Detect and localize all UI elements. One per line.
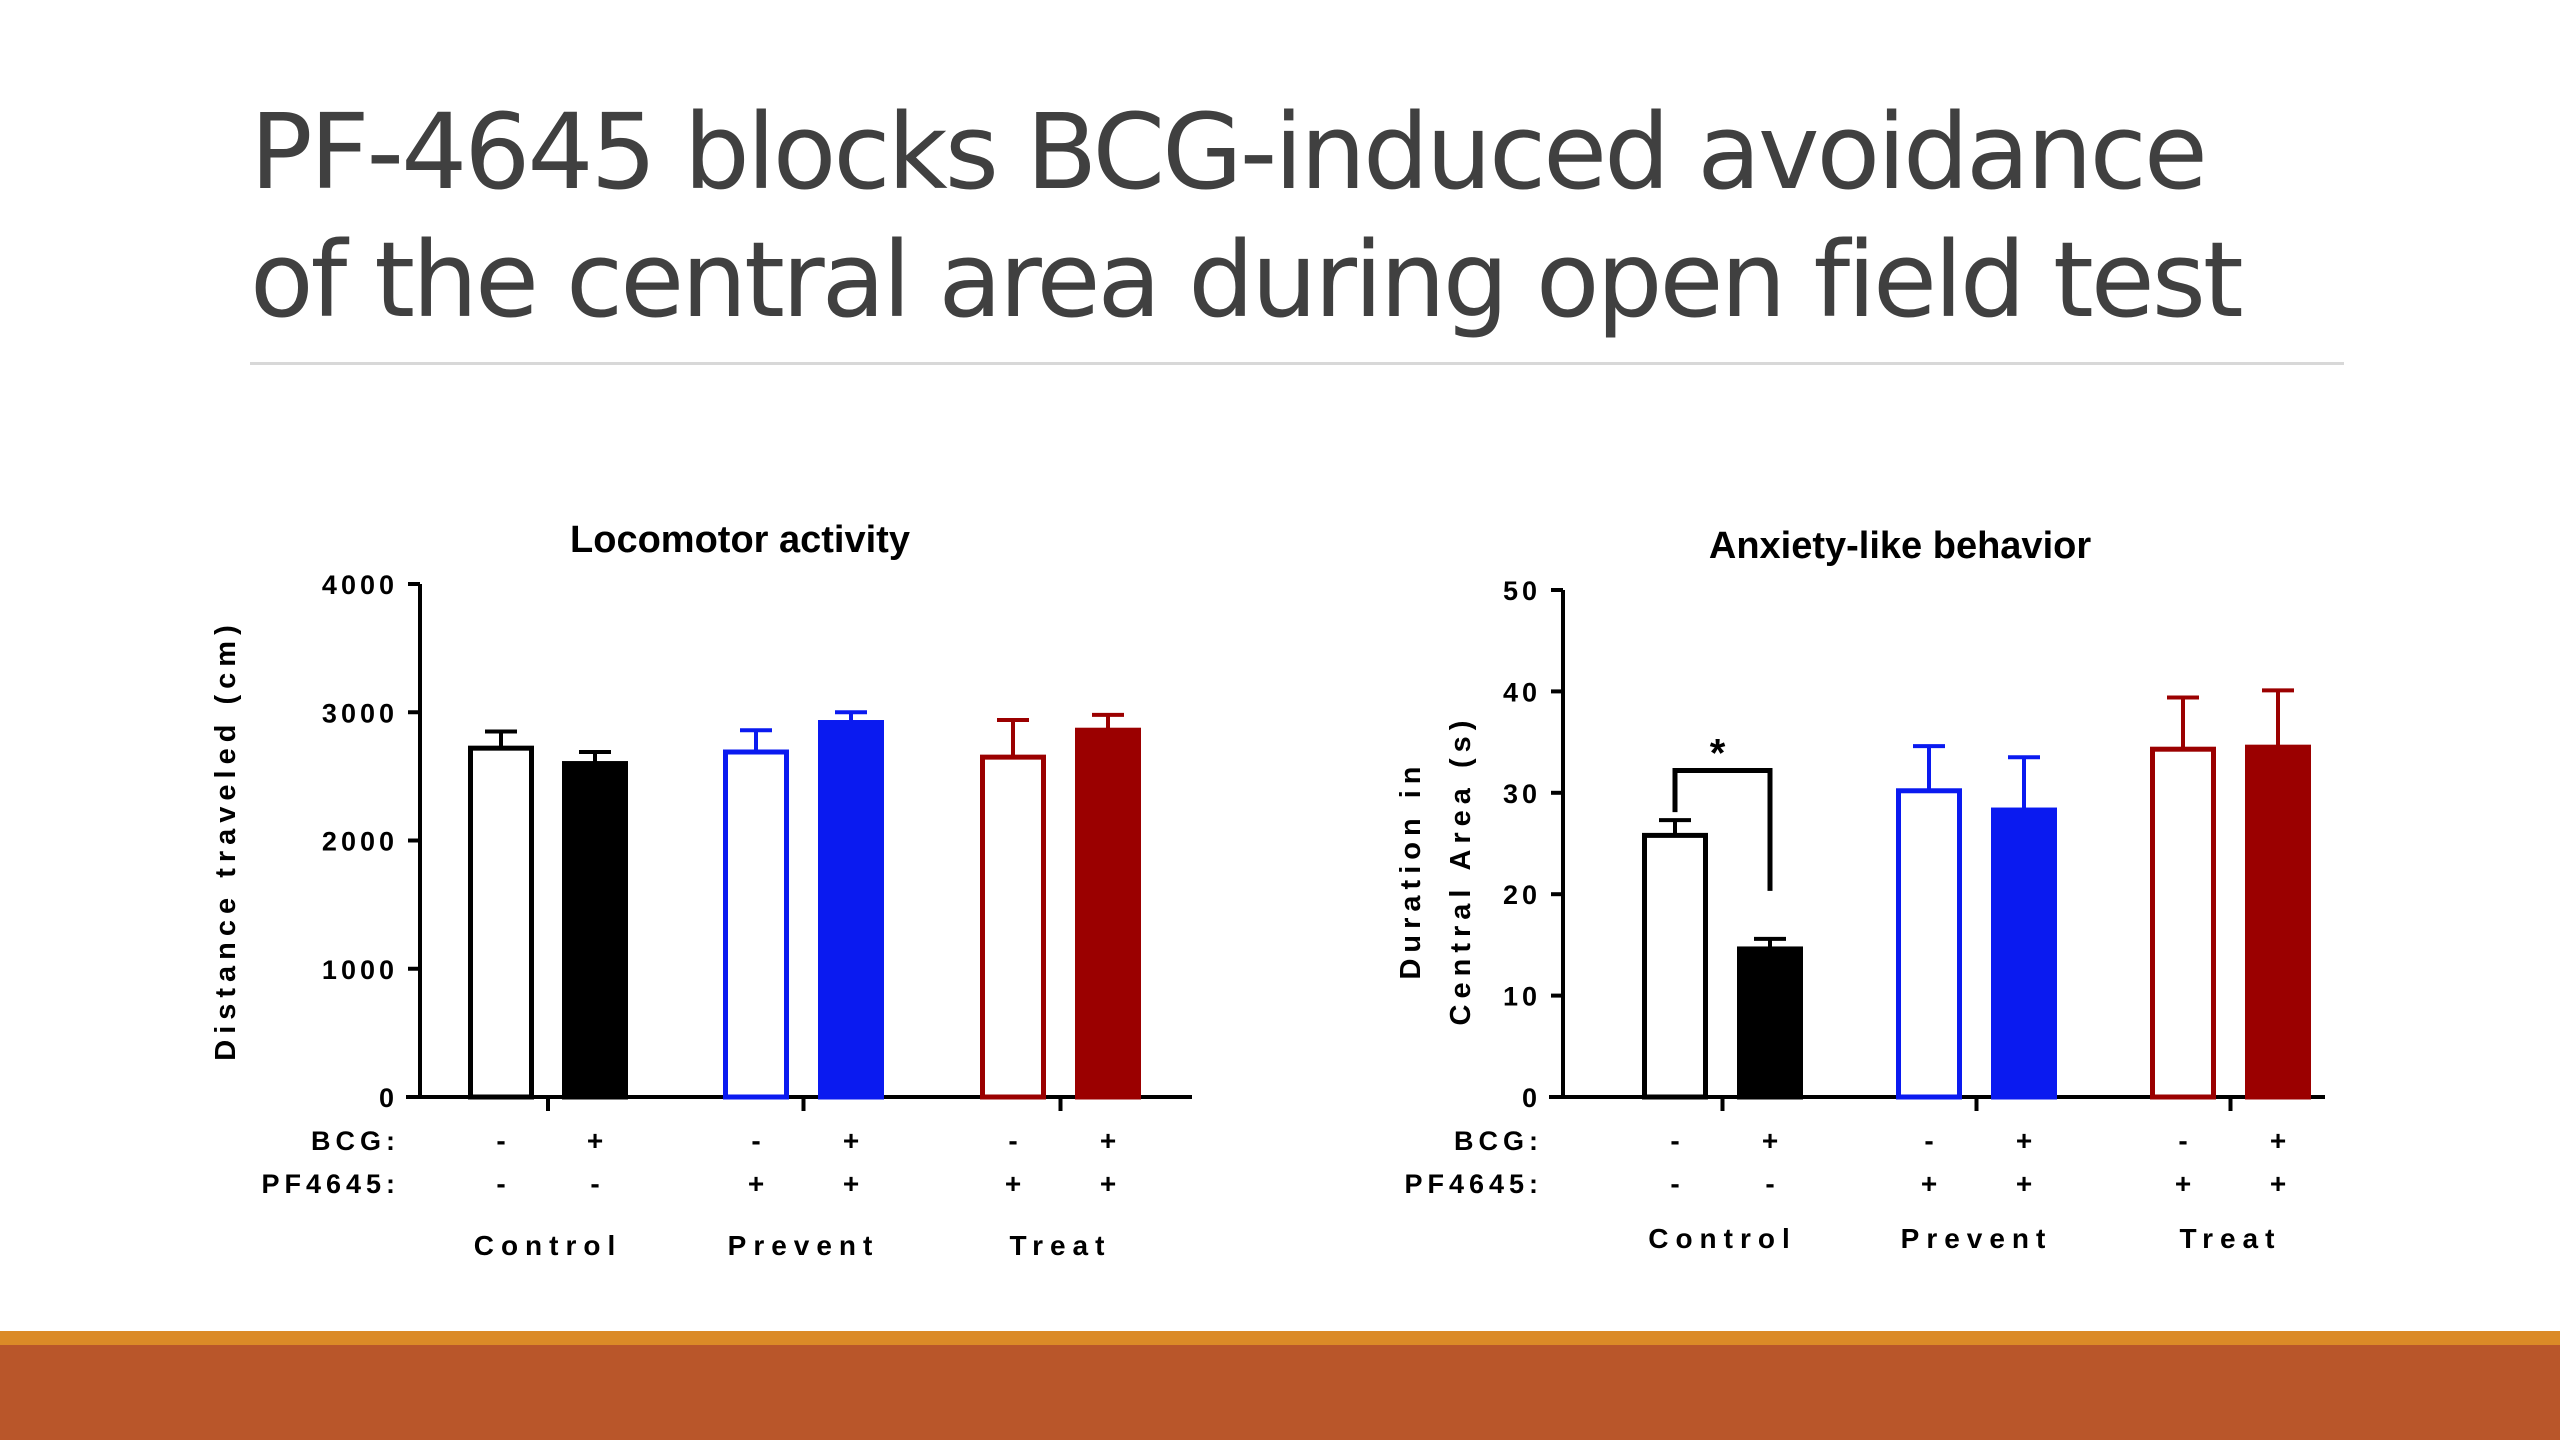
charts-canvas: Locomotor activity 0 1000 2000 3000 4000 Dista… (210, 519, 2325, 1261)
bar-prevent-bcg-plus (1991, 807, 2057, 1100)
y-tick-label: 2000 (322, 827, 398, 857)
y-tick-label: 10 (1503, 982, 1541, 1012)
bcg-indicator: - (1670, 1125, 1679, 1156)
pf4645-indicator: - (1670, 1168, 1679, 1199)
significance-bracket (1672, 767, 1773, 891)
pf4645-indicator: + (843, 1168, 859, 1199)
row-label-pf4645: PF4645: (261, 1169, 400, 1199)
y-tick-label: 40 (1503, 677, 1541, 707)
bar-treat-bcg-plus (1075, 727, 1141, 1100)
bar-treat-bcg-minus (2150, 746, 2216, 1100)
bar-treat-bcg-plus (2245, 744, 2311, 1100)
footer-band (0, 1345, 2560, 1440)
bcg-indicator: + (587, 1125, 603, 1156)
slide-title-line-2: of the central area during open field te… (250, 219, 2244, 341)
row-label-pf4645: PF4645: (1404, 1169, 1543, 1199)
pf4645-indicator: - (496, 1168, 505, 1199)
slide-title: PF-4645 blocks BCG-induced avoidance of … (250, 88, 2370, 344)
pf4645-indicator: + (1100, 1168, 1116, 1199)
y-tick-label: 0 (379, 1083, 398, 1113)
group-label-control: Control (474, 1230, 623, 1261)
pf4645-indicator: - (590, 1168, 599, 1199)
bcg-indicator: - (2178, 1125, 2187, 1156)
group-label-prevent: Prevent (1901, 1223, 2053, 1254)
bcg-indicator: - (1008, 1125, 1017, 1156)
bcg-indicator: - (496, 1125, 505, 1156)
pf4645-indicator: + (748, 1168, 764, 1199)
bcg-indicator: + (2016, 1125, 2032, 1156)
bcg-indicator: + (1762, 1125, 1778, 1156)
footer-accent-stripe (0, 1331, 2560, 1345)
y-tick-label: 20 (1503, 880, 1541, 910)
group-label-prevent: Prevent (728, 1230, 880, 1261)
group-label-treat: Treat (2180, 1223, 2282, 1254)
chart-title: Locomotor activity (570, 519, 910, 561)
bar-prevent-bcg-plus (818, 720, 884, 1100)
bar-prevent-bcg-minus (723, 749, 789, 1100)
y-axis-label-line-2: Central Area (s) (1445, 715, 1477, 1026)
group-label-treat: Treat (1010, 1230, 1112, 1261)
row-label-bcg: BCG: (311, 1126, 400, 1156)
y-tick-label: 0 (1522, 1083, 1541, 1113)
bar-control-bcg-minus (1642, 832, 1708, 1100)
chart-title: Anxiety-like behavior (1709, 525, 2091, 567)
title-divider (250, 362, 2344, 365)
y-tick-label: 4000 (322, 570, 398, 600)
bcg-indicator: + (843, 1125, 859, 1156)
bar-treat-bcg-minus (980, 754, 1046, 1100)
group-label-control: Control (1648, 1223, 1797, 1254)
pf4645-indicator: + (1005, 1168, 1021, 1199)
pf4645-indicator: + (1921, 1168, 1937, 1199)
bar-control-bcg-plus (1737, 946, 1803, 1100)
y-tick-label: 50 (1503, 576, 1541, 606)
pf4645-indicator: + (2175, 1168, 2191, 1199)
bcg-indicator: + (1100, 1125, 1116, 1156)
chart-anxiety-like-behavior: Anxiety-like behavior 0 10 20 30 40 50 Duration… (1395, 525, 2325, 1254)
pf4645-indicator: - (1765, 1168, 1774, 1199)
y-tick-label: 30 (1503, 779, 1541, 809)
row-label-bcg: BCG: (1454, 1126, 1543, 1156)
significance-marker: * (1710, 731, 1726, 775)
y-tick-label: 1000 (322, 955, 398, 985)
bar-prevent-bcg-minus (1896, 788, 1962, 1100)
bcg-indicator: - (751, 1125, 760, 1156)
bcg-indicator: + (2270, 1125, 2286, 1156)
y-axis-label: Distance traveled (cm) (210, 619, 242, 1060)
y-tick-label: 3000 (322, 698, 398, 728)
pf4645-indicator: + (2270, 1168, 2286, 1199)
bar-control-bcg-plus (562, 761, 628, 1100)
slide-title-line-1: PF-4645 blocks BCG-induced avoidance (250, 91, 2208, 213)
y-axis-label-line-1: Duration in (1395, 760, 1427, 979)
chart-locomotor-activity: Locomotor activity 0 1000 2000 3000 4000 Dista… (210, 519, 1192, 1261)
bar-control-bcg-minus (468, 745, 534, 1100)
pf4645-indicator: + (2016, 1168, 2032, 1199)
bcg-indicator: - (1924, 1125, 1933, 1156)
